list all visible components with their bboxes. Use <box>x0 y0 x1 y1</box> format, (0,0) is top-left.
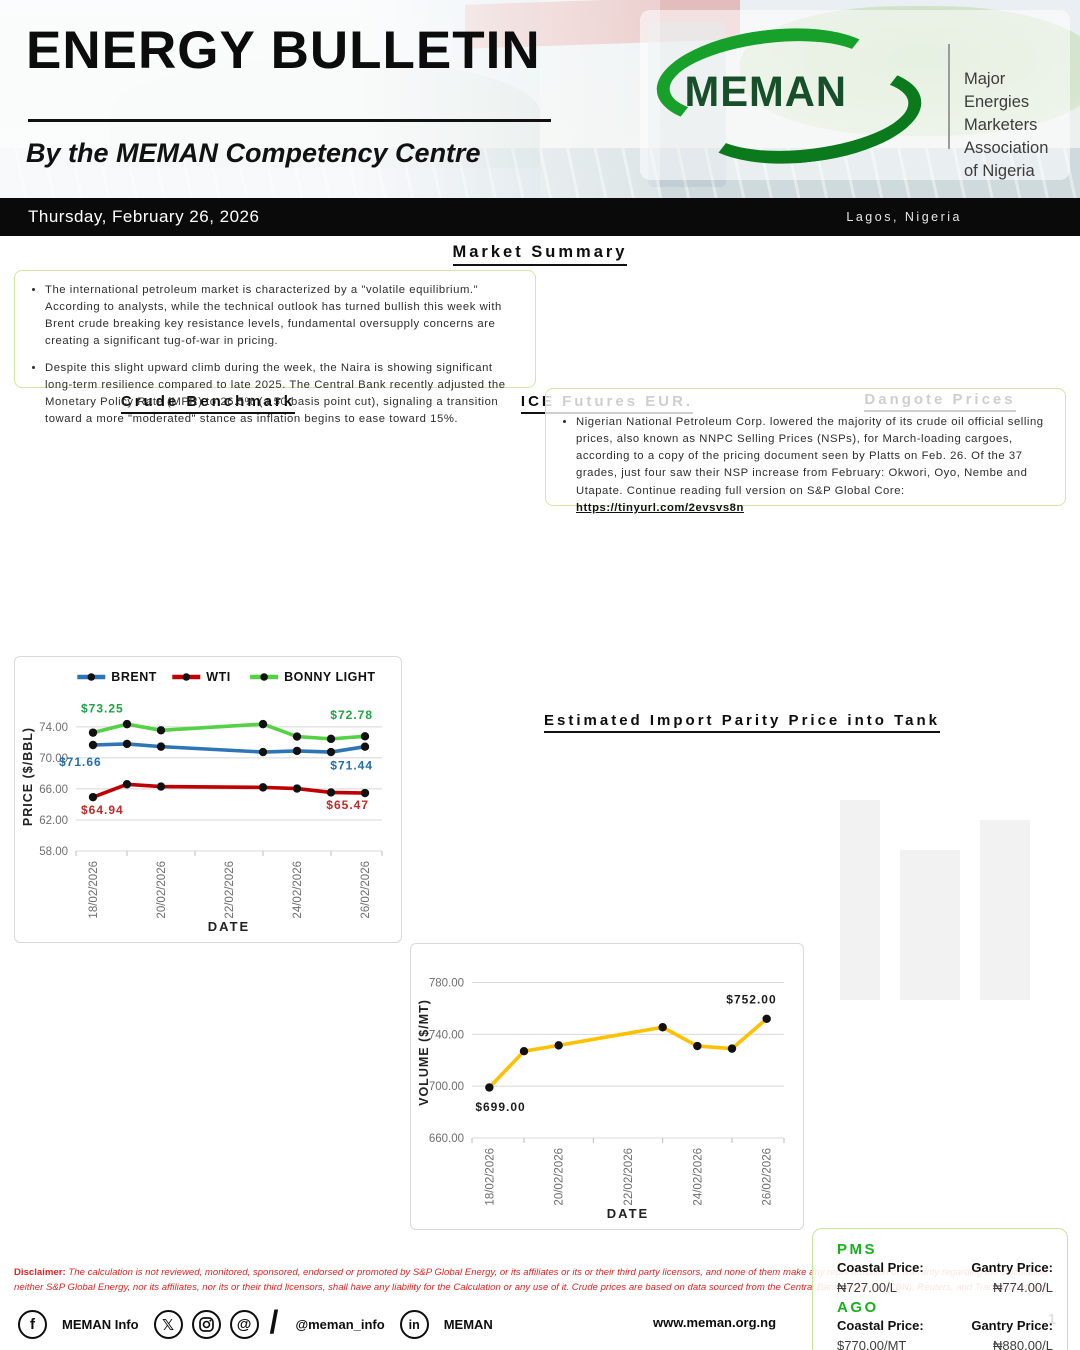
crude-benchmark-chart: 58.00 62.00 66.00 70.00 74.00 18/02/2026 20/02… <box>21 670 383 934</box>
svg-text:$72.78: $72.78 <box>330 708 373 722</box>
crude-benchmark-title: Crude Benchmark <box>120 393 296 414</box>
svg-text:$73.25: $73.25 <box>81 702 124 716</box>
svg-text:DATE: DATE <box>607 1206 649 1221</box>
logo-backdrop <box>640 10 1070 180</box>
svg-text:24/02/2026: 24/02/2026 <box>292 861 304 919</box>
svg-text:$71.44: $71.44 <box>330 759 373 773</box>
refinery-watermark <box>830 760 1060 1030</box>
dangote-product-name: PMS <box>837 1241 878 1258</box>
social-handle[interactable]: @meman_info <box>295 1317 385 1332</box>
svg-text:780.00: 780.00 <box>429 978 464 990</box>
svg-text:$71.66: $71.66 <box>59 755 102 769</box>
meman-logo: MEMAN Major Energies Marketers Associati… <box>651 16 1066 180</box>
threads-icon[interactable]: @ <box>229 1310 259 1339</box>
svg-text:PRICE ($/BBL): PRICE ($/BBL) <box>21 727 35 826</box>
svg-text:58.00: 58.00 <box>39 846 68 858</box>
crude-benchmark-card: 58.00 62.00 66.00 70.00 74.00 18/02/2026 20/02… <box>14 656 402 943</box>
dangote-coastal-price: $770.00/MT <box>837 1338 907 1350</box>
svg-text:66.00: 66.00 <box>39 784 68 796</box>
dangote-product-block: PMS Coastal Price: ₦727.00/L Gantry Pric… <box>837 1239 1053 1297</box>
svg-text:$752.00: $752.00 <box>726 992 776 1006</box>
svg-text:22/02/2026: 22/02/2026 <box>623 1148 635 1206</box>
svg-text:18/02/2026: 18/02/2026 <box>484 1148 496 1206</box>
svg-text:22/02/2026: 22/02/2026 <box>224 861 236 919</box>
title-underline <box>28 119 551 122</box>
dangote-gantry-price: ₦880.00/L <box>993 1338 1053 1350</box>
svg-text:BRENT: BRENT <box>111 670 157 684</box>
summary-bullet: Nigerian National Petroleum Corp. lowere… <box>576 414 1049 517</box>
dangote-coastal-price: ₦727.00/L <box>837 1279 897 1295</box>
dangote-product-name: AGO <box>837 1299 879 1317</box>
instagram-icon[interactable] <box>191 1310 221 1339</box>
market-summary-left-box: The international petroleum market is ch… <box>14 270 536 425</box>
page-title: ENERGY BULLETIN <box>26 21 541 80</box>
publication-location: Lagos, Nigeria <box>846 210 962 224</box>
meman-logo-text: MEMAN <box>684 68 847 116</box>
svg-text:74.00: 74.00 <box>39 722 68 734</box>
svg-text:$65.47: $65.47 <box>326 798 369 812</box>
logo-divider <box>948 44 950 149</box>
summary-bullet: Despite this slight upward climb during … <box>45 360 519 429</box>
website-link[interactable]: www.meman.org.ng <box>653 1315 777 1330</box>
svg-text:18/02/2026: 18/02/2026 <box>88 861 100 919</box>
svg-text:26/02/2026: 26/02/2026 <box>762 1148 774 1206</box>
dangote-product-block: AGO Coastal Price: $770.00/MT Gantry Pri… <box>837 1297 1053 1350</box>
svg-text:740.00: 740.00 <box>429 1029 464 1041</box>
svg-text:24/02/2026: 24/02/2026 <box>692 1148 704 1206</box>
svg-text:20/02/2026: 20/02/2026 <box>554 1148 566 1206</box>
ice-futures-chart: 660.00 700.00 740.00 780.00 18/02/2026 20/02/… <box>417 978 785 1221</box>
svg-text:700.00: 700.00 <box>429 1081 464 1093</box>
org-name: Major Energies Marketers Association of … <box>964 70 1049 181</box>
tinyurl-link[interactable]: https://tinyurl.com/2evsvs8n <box>576 501 744 514</box>
svg-text:DATE: DATE <box>208 919 250 934</box>
svg-text:VOLUME ($/MT): VOLUME ($/MT) <box>417 999 431 1106</box>
ice-futures-card: 660.00 700.00 740.00 780.00 18/02/2026 20/02/… <box>410 943 804 1230</box>
market-summary-right-box: Nigerian National Petroleum Corp. lowere… <box>545 388 1066 514</box>
svg-text:660.00: 660.00 <box>429 1133 464 1145</box>
linkedin-label[interactable]: MEMAN <box>443 1317 493 1332</box>
dangote-gantry-price: ₦774.00/L <box>993 1279 1053 1295</box>
summary-bullet: The international petroleum market is ch… <box>45 282 519 351</box>
svg-text:$699.00: $699.00 <box>475 1100 525 1114</box>
header-banner: ENERGY BULLETIN By the MEMAN Competency … <box>0 0 1080 198</box>
page-subtitle: By the MEMAN Competency Centre <box>26 138 481 168</box>
dangote-prices-panel: PMS Coastal Price: ₦727.00/L Gantry Pric… <box>812 1228 1068 1350</box>
svg-text:62.00: 62.00 <box>39 815 68 827</box>
market-summary-heading: Market Summary <box>452 243 628 266</box>
header-wash <box>0 0 660 198</box>
x-icon[interactable]: 𝕏 <box>153 1310 183 1339</box>
slash-divider: / <box>269 1304 279 1340</box>
svg-text:WTI: WTI <box>206 670 230 684</box>
svg-text:26/02/2026: 26/02/2026 <box>360 861 372 919</box>
import-parity-title: Estimated Import Parity Price into Tank <box>544 712 940 733</box>
date-bar: Thursday, February 26, 2026 Lagos, Niger… <box>0 198 1080 236</box>
disclaimer: Disclaimer: The calculation is not revie… <box>14 1267 1052 1293</box>
meman-swoosh-icon: MEMAN <box>651 16 927 176</box>
publication-date: Thursday, February 26, 2026 <box>28 207 260 226</box>
market-summary-heading-wrap: Market Summary <box>0 243 1080 266</box>
facebook-label[interactable]: MEMAN Info <box>62 1317 139 1332</box>
linkedin-icon[interactable]: in <box>399 1310 429 1339</box>
svg-text:70.00: 70.00 <box>39 753 68 765</box>
svg-text:$64.94: $64.94 <box>81 803 124 817</box>
svg-text:20/02/2026: 20/02/2026 <box>156 861 168 919</box>
facebook-icon[interactable]: f <box>18 1310 47 1339</box>
svg-text:BONNY LIGHT: BONNY LIGHT <box>284 670 375 684</box>
